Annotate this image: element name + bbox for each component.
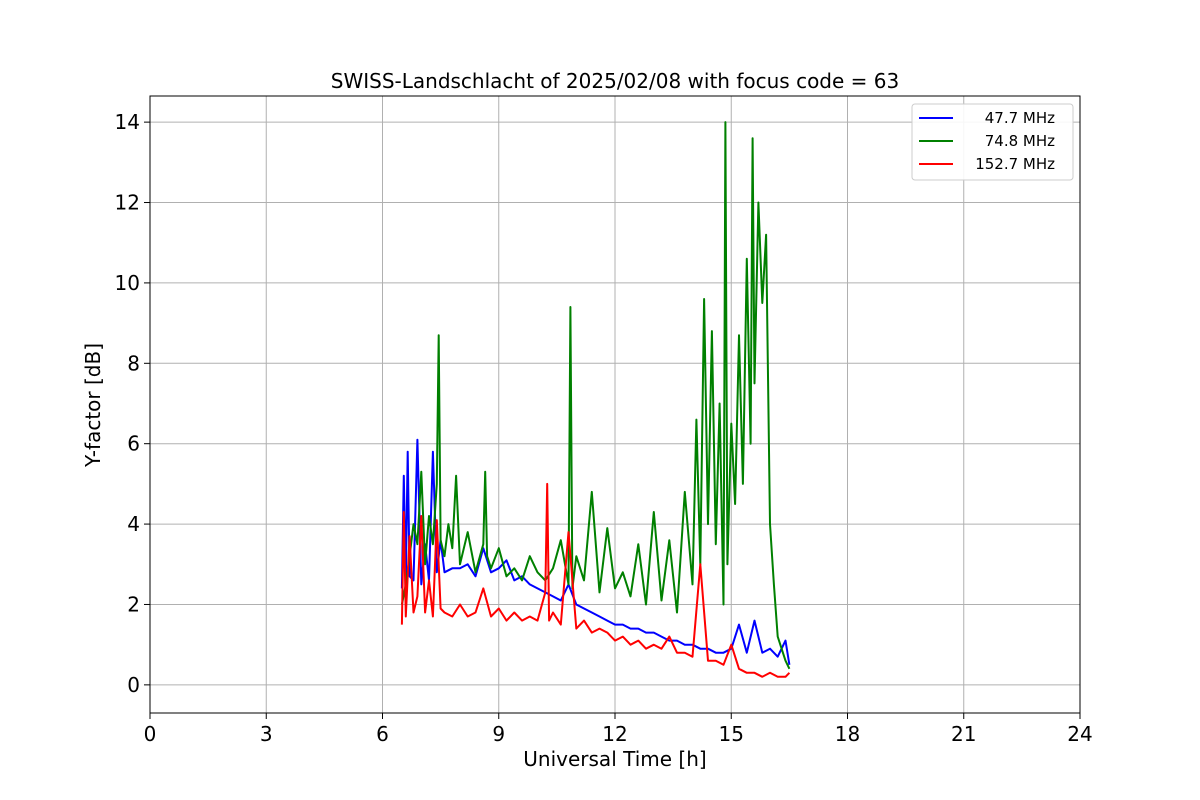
x-tick-label: 3 [260, 722, 273, 746]
y-tick-label: 14 [115, 110, 140, 134]
y-tick-label: 8 [127, 351, 140, 375]
series-line-1 [400, 121, 791, 670]
series-line-2 [400, 482, 791, 678]
y-tick-label: 4 [127, 512, 140, 536]
x-tick-label: 6 [376, 722, 389, 746]
series-layer [400, 121, 791, 678]
x-tick-label: 12 [602, 722, 627, 746]
y-tick-label: 6 [127, 432, 140, 456]
y-tick-label: 2 [127, 592, 140, 616]
legend: 47.7 MHz 74.8 MHz 152.7 MHz [911, 103, 1074, 181]
y-tick-label: 0 [127, 673, 140, 697]
x-tick-label: 18 [835, 722, 860, 746]
legend-label-1: 74.8 MHz [985, 132, 1055, 150]
x-tick-label: 21 [951, 722, 976, 746]
y-tick-label: 10 [115, 271, 140, 295]
y-axis-label: Y-factor [dB] [81, 343, 105, 468]
legend-box [911, 103, 1074, 181]
x-tick-label: 9 [492, 722, 505, 746]
x-axis-ticks: 0 3 6 9 12 15 18 21 24 [144, 713, 1093, 746]
x-axis-label: Universal Time [h] [523, 747, 706, 771]
x-tick-label: 0 [144, 722, 157, 746]
y-axis-ticks: 0 2 4 6 8 10 12 14 [115, 110, 150, 697]
legend-label-0: 47.7 MHz [985, 109, 1055, 127]
chart-title: SWISS-Landschlacht of 2025/02/08 with fo… [331, 69, 899, 93]
x-tick-label: 15 [719, 722, 744, 746]
y-tick-label: 12 [115, 191, 140, 215]
legend-label-2: 152.7 MHz [975, 155, 1055, 173]
x-tick-label: 24 [1067, 722, 1092, 746]
